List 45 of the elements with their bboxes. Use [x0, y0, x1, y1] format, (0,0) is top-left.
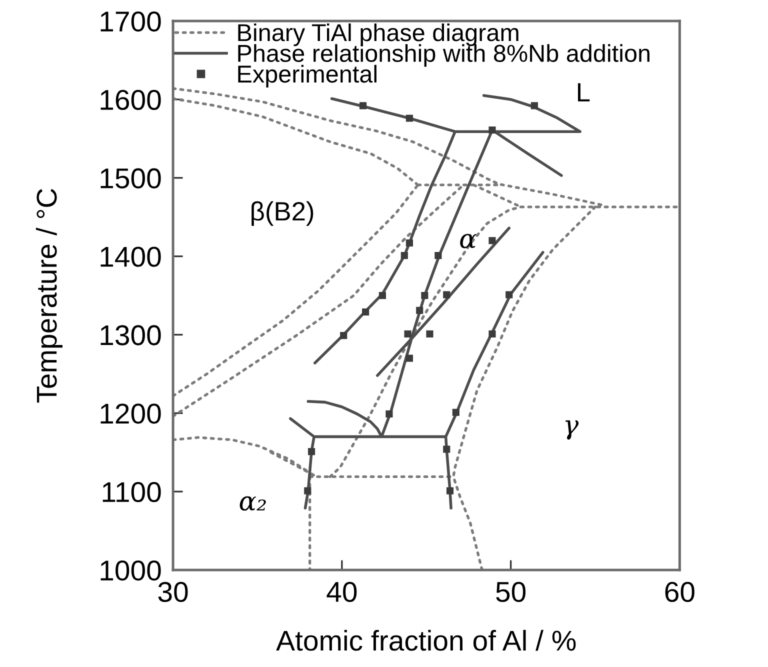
point: [359, 102, 367, 110]
y-tick-label: 1000: [100, 560, 161, 581]
point: [340, 332, 348, 340]
annotation: β(B2): [252, 201, 314, 226]
point: [426, 330, 434, 338]
point: [530, 102, 538, 110]
point: [488, 330, 496, 338]
point: [308, 448, 316, 456]
y-tick-label: 1500: [100, 168, 161, 188]
point: [443, 291, 450, 298]
point: [421, 292, 428, 300]
y-tick-label: 1200: [100, 404, 161, 424]
y-tick-label: 1400: [100, 246, 161, 267]
x-tick-label: 50: [496, 582, 526, 602]
y-tick-label: 1700: [100, 11, 161, 32]
annotation: α: [460, 234, 476, 248]
point: [406, 239, 414, 247]
x-tick-label: 40: [326, 582, 357, 602]
x-tick-label: 60: [665, 582, 694, 602]
point: [406, 114, 414, 122]
x-tick-label: 30: [158, 582, 188, 602]
y-axis-title: Temperature / °C: [36, 188, 62, 403]
point: [452, 408, 460, 416]
y-tick-label: 1300: [100, 325, 161, 346]
point: [386, 410, 393, 418]
point: [378, 292, 386, 300]
annotation: L: [578, 83, 590, 102]
annotation: γ: [565, 420, 579, 440]
point: [488, 237, 496, 244]
point: [488, 126, 496, 134]
point: [304, 487, 312, 494]
point: [362, 308, 370, 316]
point: [443, 446, 450, 453]
y-tick-label: 1100: [102, 482, 161, 502]
y-tick-label: 1600: [100, 90, 161, 110]
point: [416, 306, 424, 314]
legend-label: Experimental: [238, 64, 376, 88]
point: [446, 487, 454, 494]
x-axis-title: Atomic fraction of Al / %: [276, 630, 576, 651]
point: [434, 252, 442, 260]
annotation: α₂: [240, 496, 266, 511]
point: [404, 330, 412, 338]
point: [400, 252, 408, 260]
point: [506, 291, 513, 298]
point: [406, 354, 414, 362]
